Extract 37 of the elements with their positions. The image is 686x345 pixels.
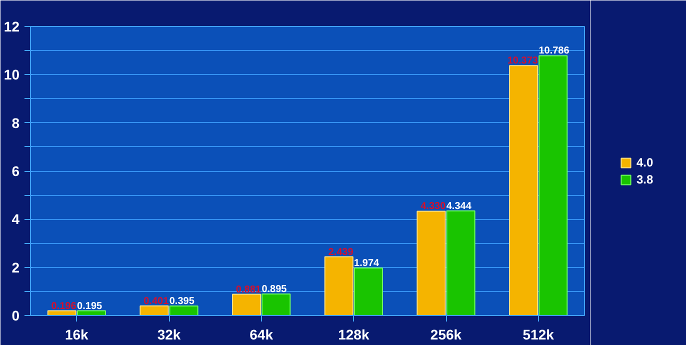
data-label: 1.974 <box>354 258 380 269</box>
legend-label: 4.0 <box>636 155 654 169</box>
y-tick-label: 4 <box>12 211 20 228</box>
y-tick-label: 8 <box>12 114 20 131</box>
data-label: 0.401 <box>144 296 170 307</box>
y-tick-label: 2 <box>12 259 20 276</box>
data-label: 2.439 <box>328 246 354 258</box>
data-label: 0.196 <box>51 300 77 312</box>
data-label: 10.786 <box>538 46 570 57</box>
y-tick-label: 12 <box>4 18 20 34</box>
data-label: 0.395 <box>169 296 195 307</box>
bar <box>169 305 198 316</box>
bar <box>324 256 354 316</box>
bar <box>509 65 538 316</box>
bar <box>232 294 262 316</box>
bar <box>446 210 476 316</box>
data-label: 0.195 <box>77 300 103 312</box>
data-label: 4.330 <box>420 201 446 212</box>
data-label: 10.373 <box>507 56 538 67</box>
bar <box>538 55 568 316</box>
data-label: 0.881 <box>236 284 262 296</box>
x-tick-label: 256k <box>430 326 462 342</box>
x-tick-label: 16k <box>64 326 89 342</box>
x-tick-label: 512k <box>522 326 554 342</box>
bar <box>262 293 291 316</box>
bar <box>354 267 383 316</box>
x-tick-label: 32k <box>157 326 181 342</box>
bar <box>416 210 446 316</box>
y-tick-label: 0 <box>12 308 20 324</box>
data-label: 0.895 <box>262 284 288 295</box>
x-tick-label: 128k <box>338 326 370 342</box>
y-tick-label: 6 <box>12 163 20 179</box>
bar <box>140 305 169 316</box>
data-label: 4.344 <box>446 200 472 212</box>
y-tick-label: 10 <box>4 66 20 83</box>
legend-label: 3.8 <box>636 172 654 186</box>
x-tick-label: 64k <box>250 326 274 342</box>
